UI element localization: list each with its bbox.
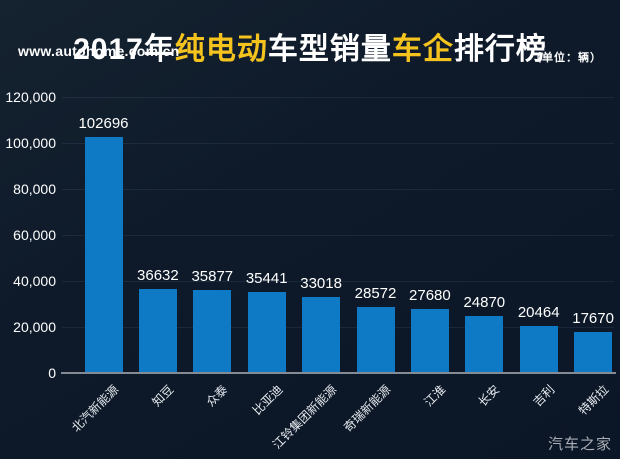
title-segment: 排行榜 [453,33,547,67]
gridline [62,96,614,98]
x-axis-label: 吉利 [530,382,558,410]
y-axis-tick-label: 20,000 [13,319,56,335]
y-axis-tick-label: 60,000 [13,227,56,243]
x-axis-label: 北汽新能源 [69,382,122,435]
bar-value-label: 24870 [463,293,506,311]
bar-chart-plot-area: 102696 36632 35877 35441 33018 28572 27680 2487… [61,96,616,452]
x-axis-label: 奇瑞新能源 [341,382,394,435]
title-segment: 2017年 [73,33,175,67]
y-axis-tick-label: 120,000 [5,89,56,105]
bar-value-label: 28572 [354,285,397,303]
x-axis-label: 众泰 [203,382,231,410]
autohome-logo-watermark: 汽车之家 [547,436,612,453]
bar-江铃集团新能源 [302,297,341,373]
bar-北汽新能源 [84,136,123,373]
bar-比亚迪 [247,291,286,373]
gridline [62,188,614,190]
gridline [62,234,614,236]
x-axis-label: 江淮 [421,382,449,410]
gridline [62,280,614,282]
bar-value-label: 102696 [78,114,129,132]
bar-众泰 [193,290,232,373]
y-axis-tick-label: 100,000 [5,135,56,151]
x-axis-line [61,372,616,374]
page-title: 2017年纯电动车型销量车企排行榜 [0,24,620,68]
gridline [62,142,614,144]
bar-value-label: 27680 [409,287,451,305]
bar-value-label: 35441 [245,269,288,287]
bar-value-label: 17670 [572,310,614,328]
x-axis-label: 知豆 [149,382,177,410]
bar-江淮 [410,309,449,373]
bar-长安 [465,315,504,373]
unit-label: （单位：辆） [530,52,602,64]
bar-特斯拉 [574,332,613,373]
x-axis-label: 长安 [475,382,503,410]
bar-吉利 [519,325,558,373]
y-axis-tick-label: 0 [48,365,56,381]
y-axis-tick-label: 80,000 [13,181,56,197]
title-segment: 车型销量 [267,33,392,67]
bar-value-label: 36632 [137,266,179,284]
title-segment: 纯电动 [174,33,268,67]
bar-奇瑞新能源 [356,307,395,373]
bar-value-label: 35877 [191,268,234,286]
x-axis-label: 特斯拉 [576,382,612,418]
bar-value-label: 33018 [300,275,342,293]
y-axis-tick-label: 40,000 [13,273,56,289]
x-axis-label: 比亚迪 [249,382,286,418]
bar-知豆 [138,288,177,373]
title-segment: 车企 [391,33,454,67]
bar-value-label: 20464 [517,303,560,321]
site-watermark: www.autohome.com.cn [18,43,180,59]
